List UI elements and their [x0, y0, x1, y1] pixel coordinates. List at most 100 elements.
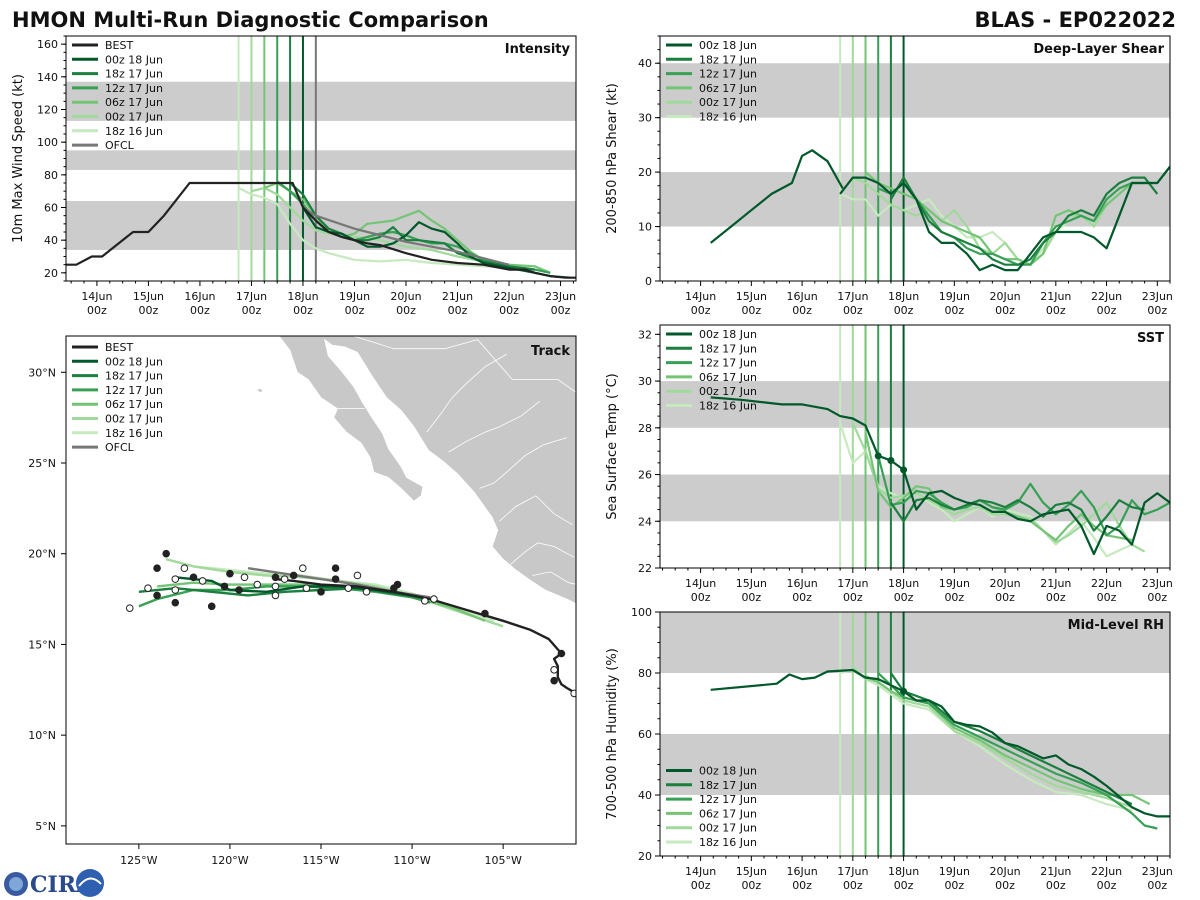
track-position-marker	[331, 575, 340, 583]
rh-xtick-day: 22Jun	[1091, 865, 1122, 878]
shear-xtick-hour: 00z	[792, 304, 812, 317]
track-position-marker	[207, 602, 216, 611]
intensity-series-line	[66, 181, 576, 279]
intensity-panel: 2040608010012014016014Jun00z15Jun00z16Ju…	[11, 35, 577, 317]
rh-legend-label: 00z 17 Jun	[699, 822, 757, 835]
sst-xtick-day: 21Jun	[1040, 577, 1071, 590]
rh-xtick-day: 17Jun	[837, 865, 868, 878]
sst-marker	[874, 452, 882, 460]
state-border	[499, 495, 573, 526]
track-legend-label: 00z 18 Jun	[105, 355, 163, 368]
track-legend-label: 18z 17 Jun	[105, 370, 163, 383]
rh-panel: 2040608010014Jun00z15Jun00z16Jun00z17Jun…	[605, 606, 1173, 892]
intensity-xtick-hour: 00z	[345, 304, 365, 317]
land-mexico	[278, 336, 576, 605]
intensity-panel-title: Intensity	[505, 42, 571, 57]
intensity-xtick-day: 23Jun	[545, 290, 576, 303]
intensity-ytick-label: 160	[37, 38, 58, 51]
track-position-marker	[235, 586, 243, 594]
intensity-legend-label: 00z 17 Jun	[105, 111, 163, 124]
track-position-marker	[298, 564, 307, 573]
track-position-marker	[171, 575, 180, 583]
shear-xtick-day: 20Jun	[989, 290, 1020, 303]
rh-legend-label: 00z 18 Jun	[699, 765, 757, 778]
sst-xtick-hour: 00z	[1097, 591, 1117, 604]
track-position-marker	[280, 575, 289, 583]
sst-xtick-hour: 00z	[741, 591, 761, 604]
shear-xtick-hour: 00z	[1046, 304, 1066, 317]
track-xtick-label: 125°W	[120, 854, 157, 867]
rh-xtick-hour: 00z	[995, 879, 1015, 892]
track-position-marker	[481, 609, 489, 618]
track-xtick-label: 110°W	[393, 854, 430, 867]
rh-xtick-hour: 00z	[691, 879, 711, 892]
sst-series-line	[877, 455, 1170, 537]
sst-ytick-label: 22	[638, 562, 652, 575]
track-position-marker	[570, 689, 576, 698]
sst-xtick-hour: 00z	[995, 591, 1015, 604]
land-island	[257, 388, 263, 393]
rh-ytick-label: 20	[638, 850, 652, 863]
track-position-marker	[180, 564, 189, 573]
shear-legend-label: 12z 17 Jun	[699, 68, 757, 81]
shear-xtick-day: 18Jun	[888, 290, 919, 303]
sst-panel: 22242628303214Jun00z15Jun00z16Jun00z17Ju…	[605, 324, 1173, 604]
sst-xtick-day: 16Jun	[786, 577, 817, 590]
sst-xtick-hour: 00z	[691, 591, 711, 604]
intensity-legend-label: 18z 17 Jun	[105, 68, 163, 81]
track-position-marker	[390, 584, 398, 592]
shear-plot-area	[660, 36, 1170, 281]
cira-logo: CIRA	[4, 869, 104, 898]
track-position-marker	[153, 591, 161, 600]
sst-xtick-day: 17Jun	[837, 577, 868, 590]
track-position-marker	[153, 564, 161, 573]
sst-marker	[900, 466, 908, 474]
rh-marker	[900, 687, 908, 695]
track-ytick-label: 10°N	[28, 729, 56, 742]
sst-legend-label: 18z 17 Jun	[699, 342, 757, 355]
rh-xtick-day: 16Jun	[786, 865, 817, 878]
shear-legend-label: 18z 16 Jun	[699, 111, 757, 124]
track-position-marker	[171, 598, 180, 607]
sst-marker	[887, 457, 895, 465]
intensity-series-line	[238, 186, 535, 273]
shear-legend-label: 06z 17 Jun	[699, 82, 757, 95]
track-position-marker	[430, 595, 438, 603]
rh-xtick-day: 14Jun	[685, 865, 716, 878]
shear-xtick-hour: 00z	[1147, 304, 1167, 317]
shear-xtick-day: 21Jun	[1040, 290, 1071, 303]
rh-legend-label: 18z 17 Jun	[699, 779, 757, 792]
sst-ytick-label: 24	[638, 515, 652, 528]
rh-xtick-hour: 00z	[843, 879, 863, 892]
shear-xtick-day: 23Jun	[1142, 290, 1173, 303]
sst-xtick-hour: 00z	[1046, 591, 1066, 604]
track-legend-label: 00z 17 Jun	[105, 413, 163, 426]
intensity-xtick-hour: 00z	[551, 304, 571, 317]
track-plot-area	[125, 336, 576, 698]
intensity-legend-label: BEST	[105, 39, 133, 52]
rh-legend-label: 06z 17 Jun	[699, 807, 757, 820]
track-position-marker	[189, 573, 198, 582]
intensity-ytick-label: 60	[44, 202, 58, 215]
track-ytick-label: 30°N	[28, 366, 56, 379]
shear-ytick-label: 40	[638, 57, 652, 70]
sst-shaded-band	[660, 381, 1170, 428]
rh-xtick-day: 23Jun	[1142, 865, 1173, 878]
rh-xtick-day: 19Jun	[939, 865, 970, 878]
shear-ytick-label: 0	[645, 275, 652, 288]
intensity-xtick-hour: 00z	[190, 304, 210, 317]
track-position-marker	[331, 564, 340, 573]
intensity-legend-label: OFCL	[105, 139, 135, 152]
rh-xtick-day: 15Jun	[736, 865, 767, 878]
intensity-ytick-label: 120	[37, 104, 58, 117]
intensity-xtick-day: 22Jun	[493, 290, 524, 303]
sst-xtick-day: 19Jun	[939, 577, 970, 590]
shear-xtick-hour: 00z	[1097, 304, 1117, 317]
shear-xtick-day: 14Jun	[685, 290, 716, 303]
sst-xtick-hour: 00z	[792, 591, 812, 604]
rh-plot-area	[660, 612, 1170, 856]
track-ytick-label: 20°N	[28, 548, 56, 561]
track-position-marker	[289, 571, 298, 580]
sst-series-line	[851, 422, 1146, 553]
track-xtick-label: 120°W	[211, 854, 248, 867]
